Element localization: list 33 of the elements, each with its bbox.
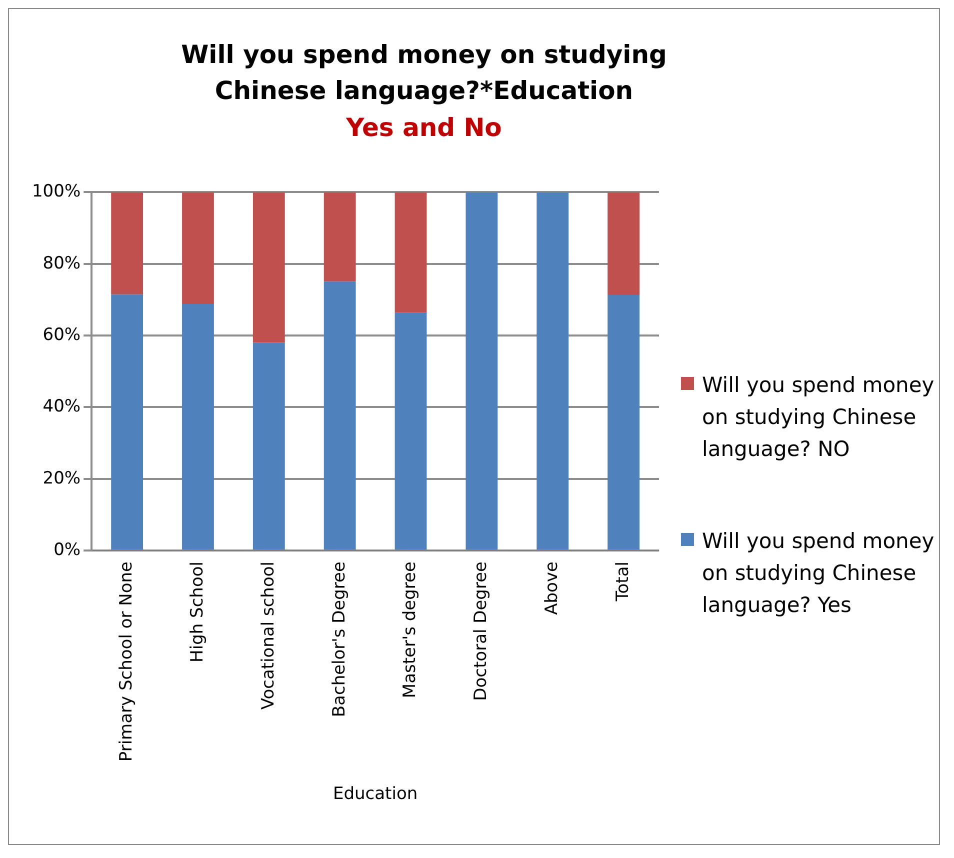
chart-subtitle: Yes and No (345, 113, 503, 142)
y-tick-label: 20% (42, 468, 81, 488)
bar (466, 192, 498, 550)
legend-label: Will you spend money on studying Chinese language? NO (702, 372, 936, 463)
y-tick-label: 40% (42, 396, 81, 417)
legend-label: Will you spend money on studying Chinese language? Yes (702, 528, 936, 619)
chart-title: Will you spend money on studying Chinese language?*Education (180, 39, 668, 107)
x-tick-label: Above (542, 562, 562, 615)
bar (252, 342, 285, 550)
bar (608, 192, 640, 296)
y-tick-label: 60% (42, 324, 81, 345)
bar (182, 192, 214, 304)
x-tick-label: Doctoral Degree (471, 562, 492, 701)
bar (324, 192, 356, 282)
y-tick-label: 100% (32, 182, 81, 202)
bar (111, 192, 144, 294)
bar (394, 312, 427, 550)
bar (111, 294, 144, 550)
x-tick-label: Vocational school (258, 562, 278, 710)
bar (324, 281, 356, 550)
x-tick-label: Bachelor's Degree (329, 562, 350, 718)
x-axis-title: Education (332, 784, 418, 804)
y-tick-label: 80% (42, 253, 81, 274)
x-tick-label: Master's degree (400, 562, 420, 698)
y-tick-label: 0% (54, 540, 81, 560)
bar (182, 304, 214, 550)
bar (252, 192, 285, 343)
bar (536, 192, 569, 550)
x-tick-label: Total (612, 562, 633, 602)
bar (608, 295, 640, 550)
x-tick-label: High School (187, 562, 208, 662)
bar (394, 192, 427, 313)
x-tick-label: Primary School or None (116, 562, 136, 762)
